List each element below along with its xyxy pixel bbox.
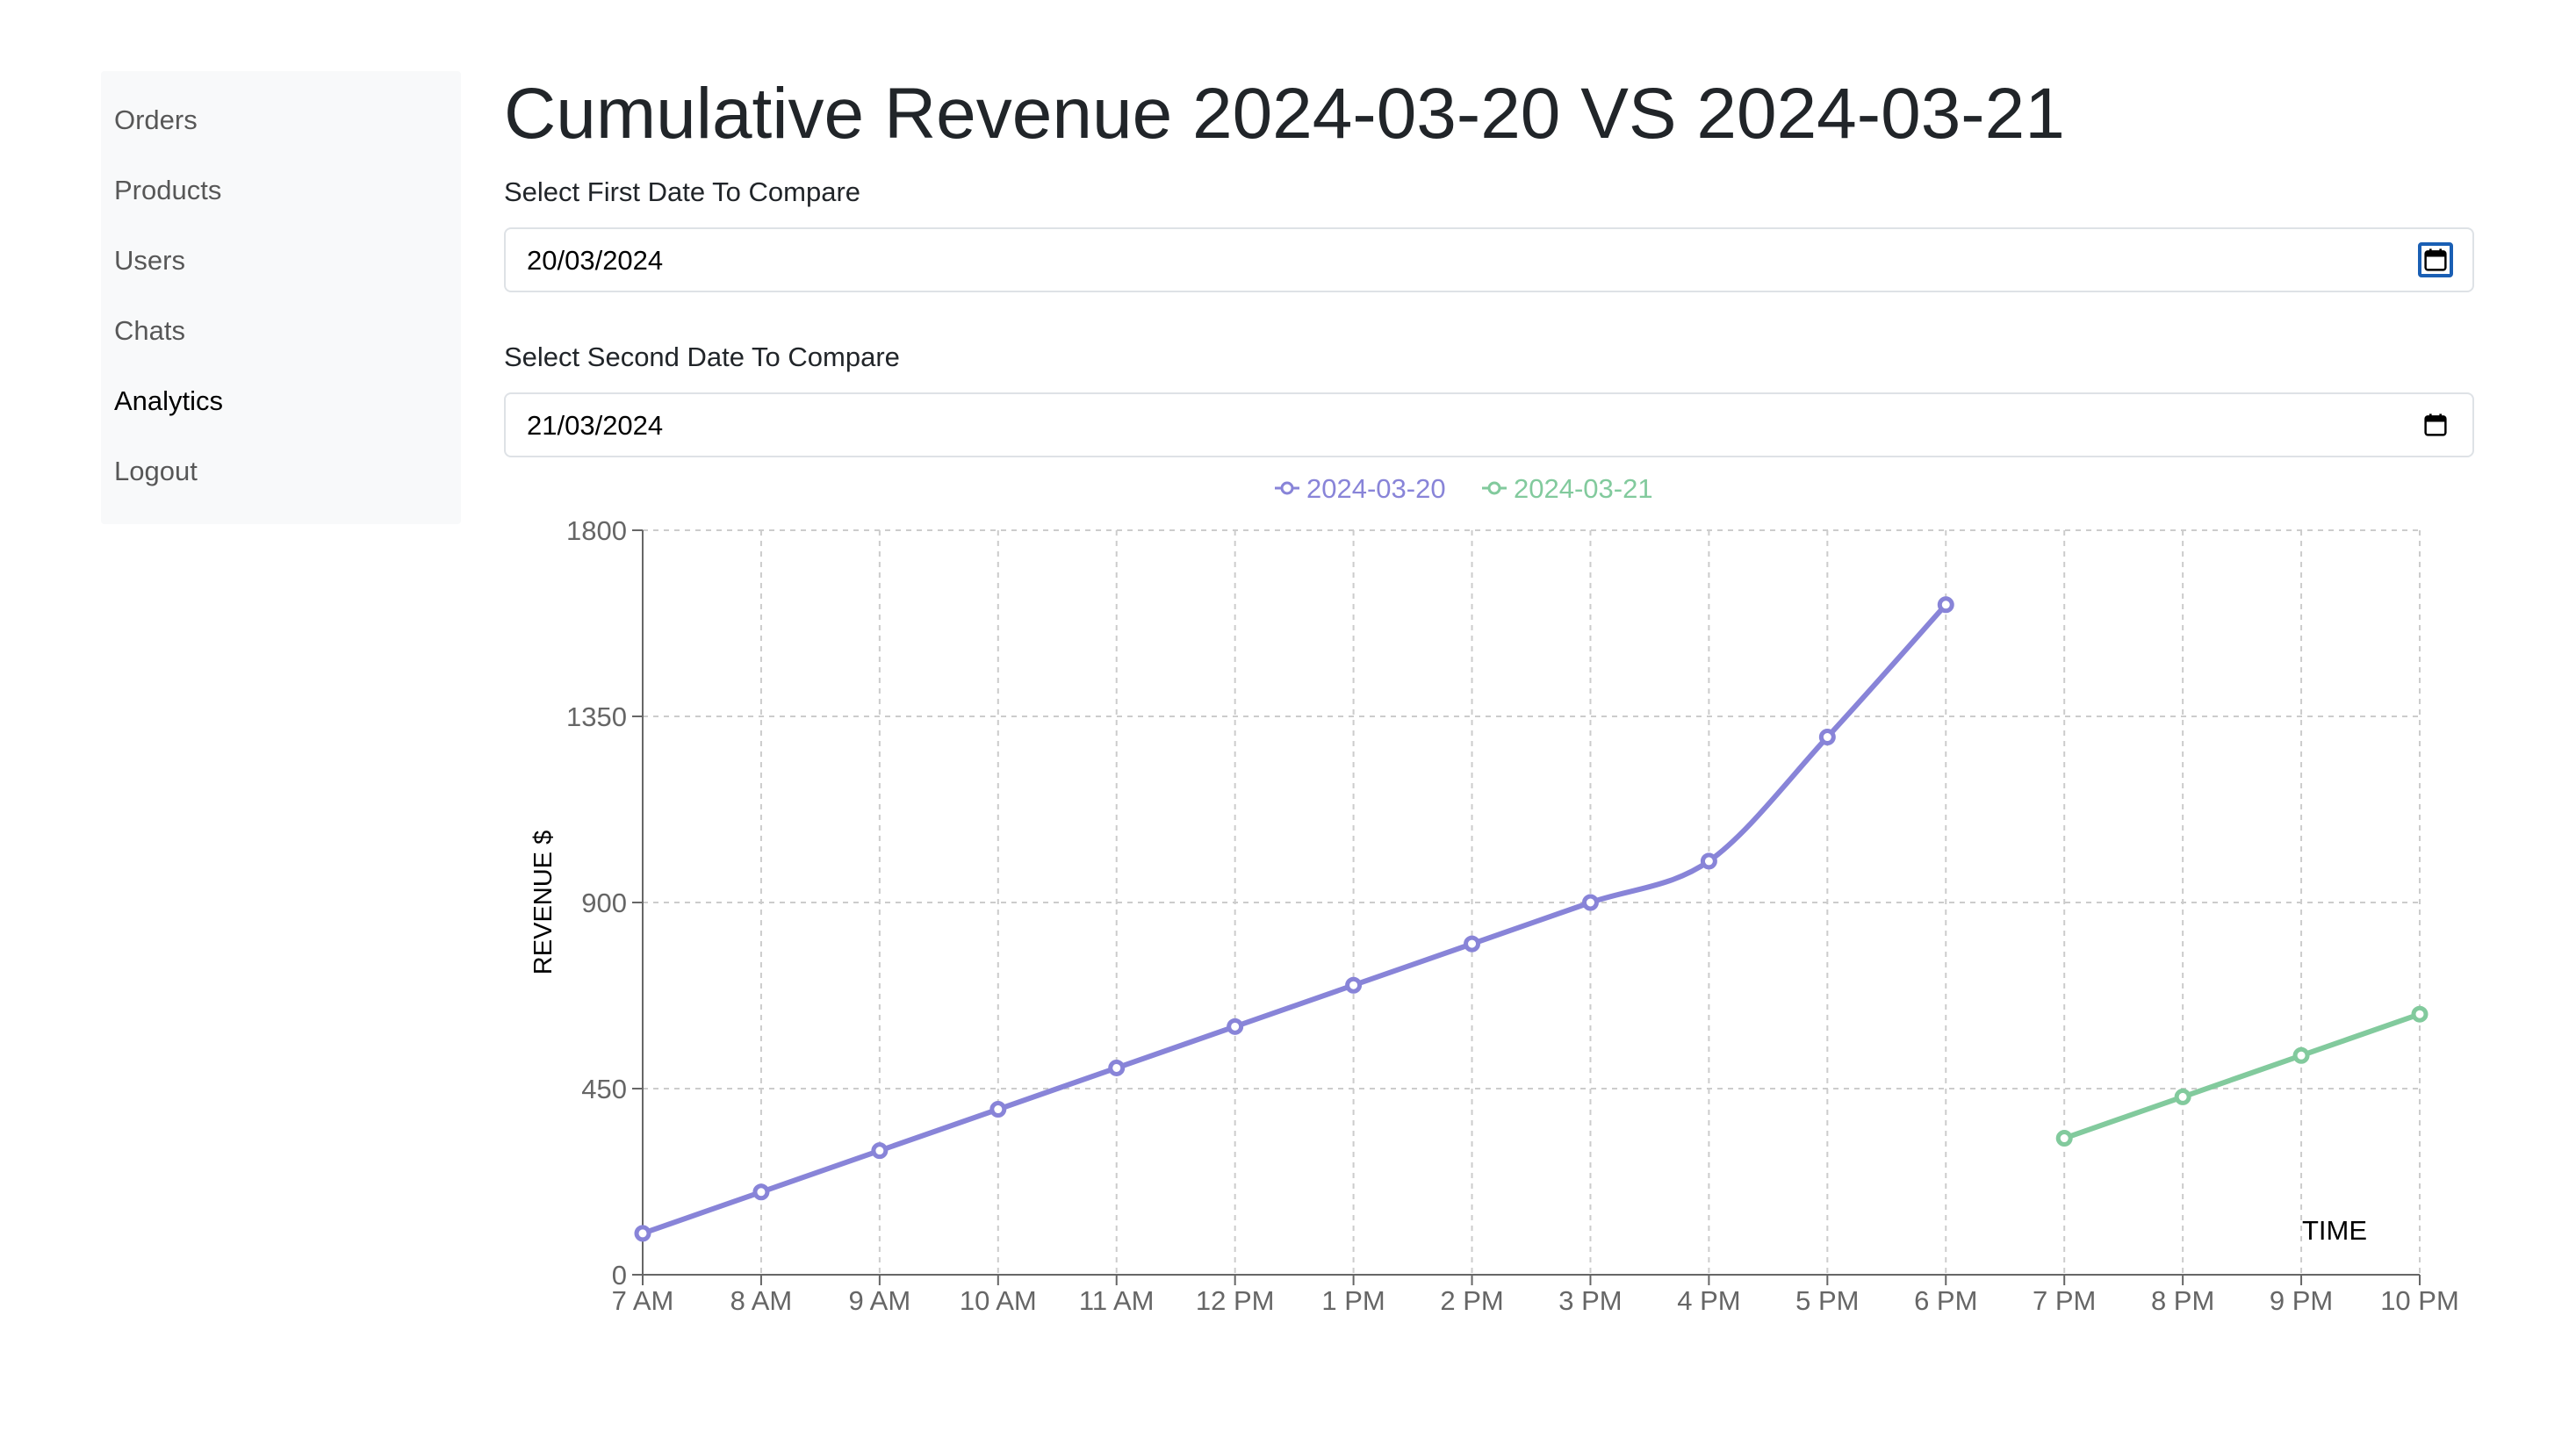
second-date-input[interactable]: 21/03/2024 [504, 392, 2474, 457]
data-point [1581, 894, 1599, 911]
x-tick-label: 2 PM [1440, 1285, 1503, 1316]
data-point [871, 1142, 889, 1160]
x-tick-label: 12 PM [1196, 1285, 1275, 1316]
sidebar-item-orders[interactable]: Orders [114, 104, 198, 135]
data-point [2174, 1088, 2191, 1105]
data-point [752, 1183, 770, 1201]
data-point [1818, 729, 1836, 746]
sidebar-item-analytics[interactable]: Analytics [114, 385, 224, 416]
first-date-value: 20/03/2024 [527, 245, 664, 276]
x-tick-label: 10 PM [2380, 1285, 2459, 1316]
x-tick-label: 8 PM [2151, 1285, 2214, 1316]
data-point [1227, 1018, 1244, 1035]
x-tick-label: 6 PM [1914, 1285, 1977, 1316]
y-tick-label: 0 [612, 1260, 627, 1291]
x-tick-label: 9 AM [849, 1285, 911, 1316]
data-point [1700, 852, 1717, 870]
x-tick-label: 7 AM [612, 1285, 674, 1316]
data-point [2411, 1005, 2428, 1023]
first-date-calendar-button[interactable] [2418, 242, 2453, 277]
page-title: Cumulative Revenue 2024-03-20 VS 2024-03… [504, 74, 2065, 154]
series-line-0 [642, 602, 1948, 1236]
calendar-icon [2424, 413, 2447, 436]
x-tick-label: 1 PM [1321, 1285, 1385, 1316]
x-tick-label: 4 PM [1677, 1285, 1740, 1316]
series-line-1 [2063, 1011, 2421, 1141]
data-point [1345, 976, 1363, 994]
x-tick-label: 11 AM [1079, 1285, 1155, 1316]
sidebar-item-users[interactable]: Users [114, 245, 185, 276]
data-point [989, 1101, 1007, 1118]
legend-label: 2024-03-20 [1306, 473, 1446, 504]
data-point [1108, 1059, 1126, 1076]
sidebar-item-products[interactable]: Products [114, 175, 222, 205]
sidebar: Orders Products Users Chats Analytics Lo… [101, 71, 461, 524]
revenue-chart: 0 450 900 1350 1800 7 AM 8 AM 9 AM 10 AM 11 AM 12 … [529, 473, 2459, 1316]
data-point [2292, 1046, 2310, 1064]
x-tick-label: 10 AM [960, 1285, 1037, 1316]
first-date-input[interactable]: 20/03/2024 [504, 227, 2474, 292]
legend-marker-point [1487, 481, 1501, 495]
y-tick-label: 450 [581, 1074, 627, 1104]
y-axis-label: REVENUE $ [529, 831, 558, 974]
second-date-label: Select Second Date To Compare [504, 342, 900, 372]
first-date-label: Select First Date To Compare [504, 176, 861, 207]
second-date-calendar-button[interactable] [2418, 407, 2453, 442]
data-point [2055, 1130, 2073, 1147]
sidebar-item-logout[interactable]: Logout [114, 456, 198, 486]
x-tick-label: 3 PM [1558, 1285, 1622, 1316]
y-tick-label: 1800 [566, 515, 627, 546]
y-tick-label: 1350 [566, 701, 627, 732]
data-point [1464, 935, 1481, 953]
legend-label: 2024-03-21 [1514, 473, 1653, 504]
x-tick-label: 8 AM [730, 1285, 793, 1316]
data-point [1937, 596, 1954, 614]
calendar-icon [2424, 248, 2447, 271]
y-tick-label: 900 [581, 888, 627, 918]
x-tick-label: 9 PM [2270, 1285, 2333, 1316]
sidebar-item-chats[interactable]: Chats [114, 315, 185, 346]
legend-marker-point [1280, 481, 1294, 495]
x-axis-label: TIME [2302, 1215, 2367, 1246]
data-point [634, 1225, 651, 1242]
x-tick-label: 5 PM [1795, 1285, 1859, 1316]
second-date-value: 21/03/2024 [527, 410, 664, 441]
x-tick-label: 7 PM [2033, 1285, 2096, 1316]
